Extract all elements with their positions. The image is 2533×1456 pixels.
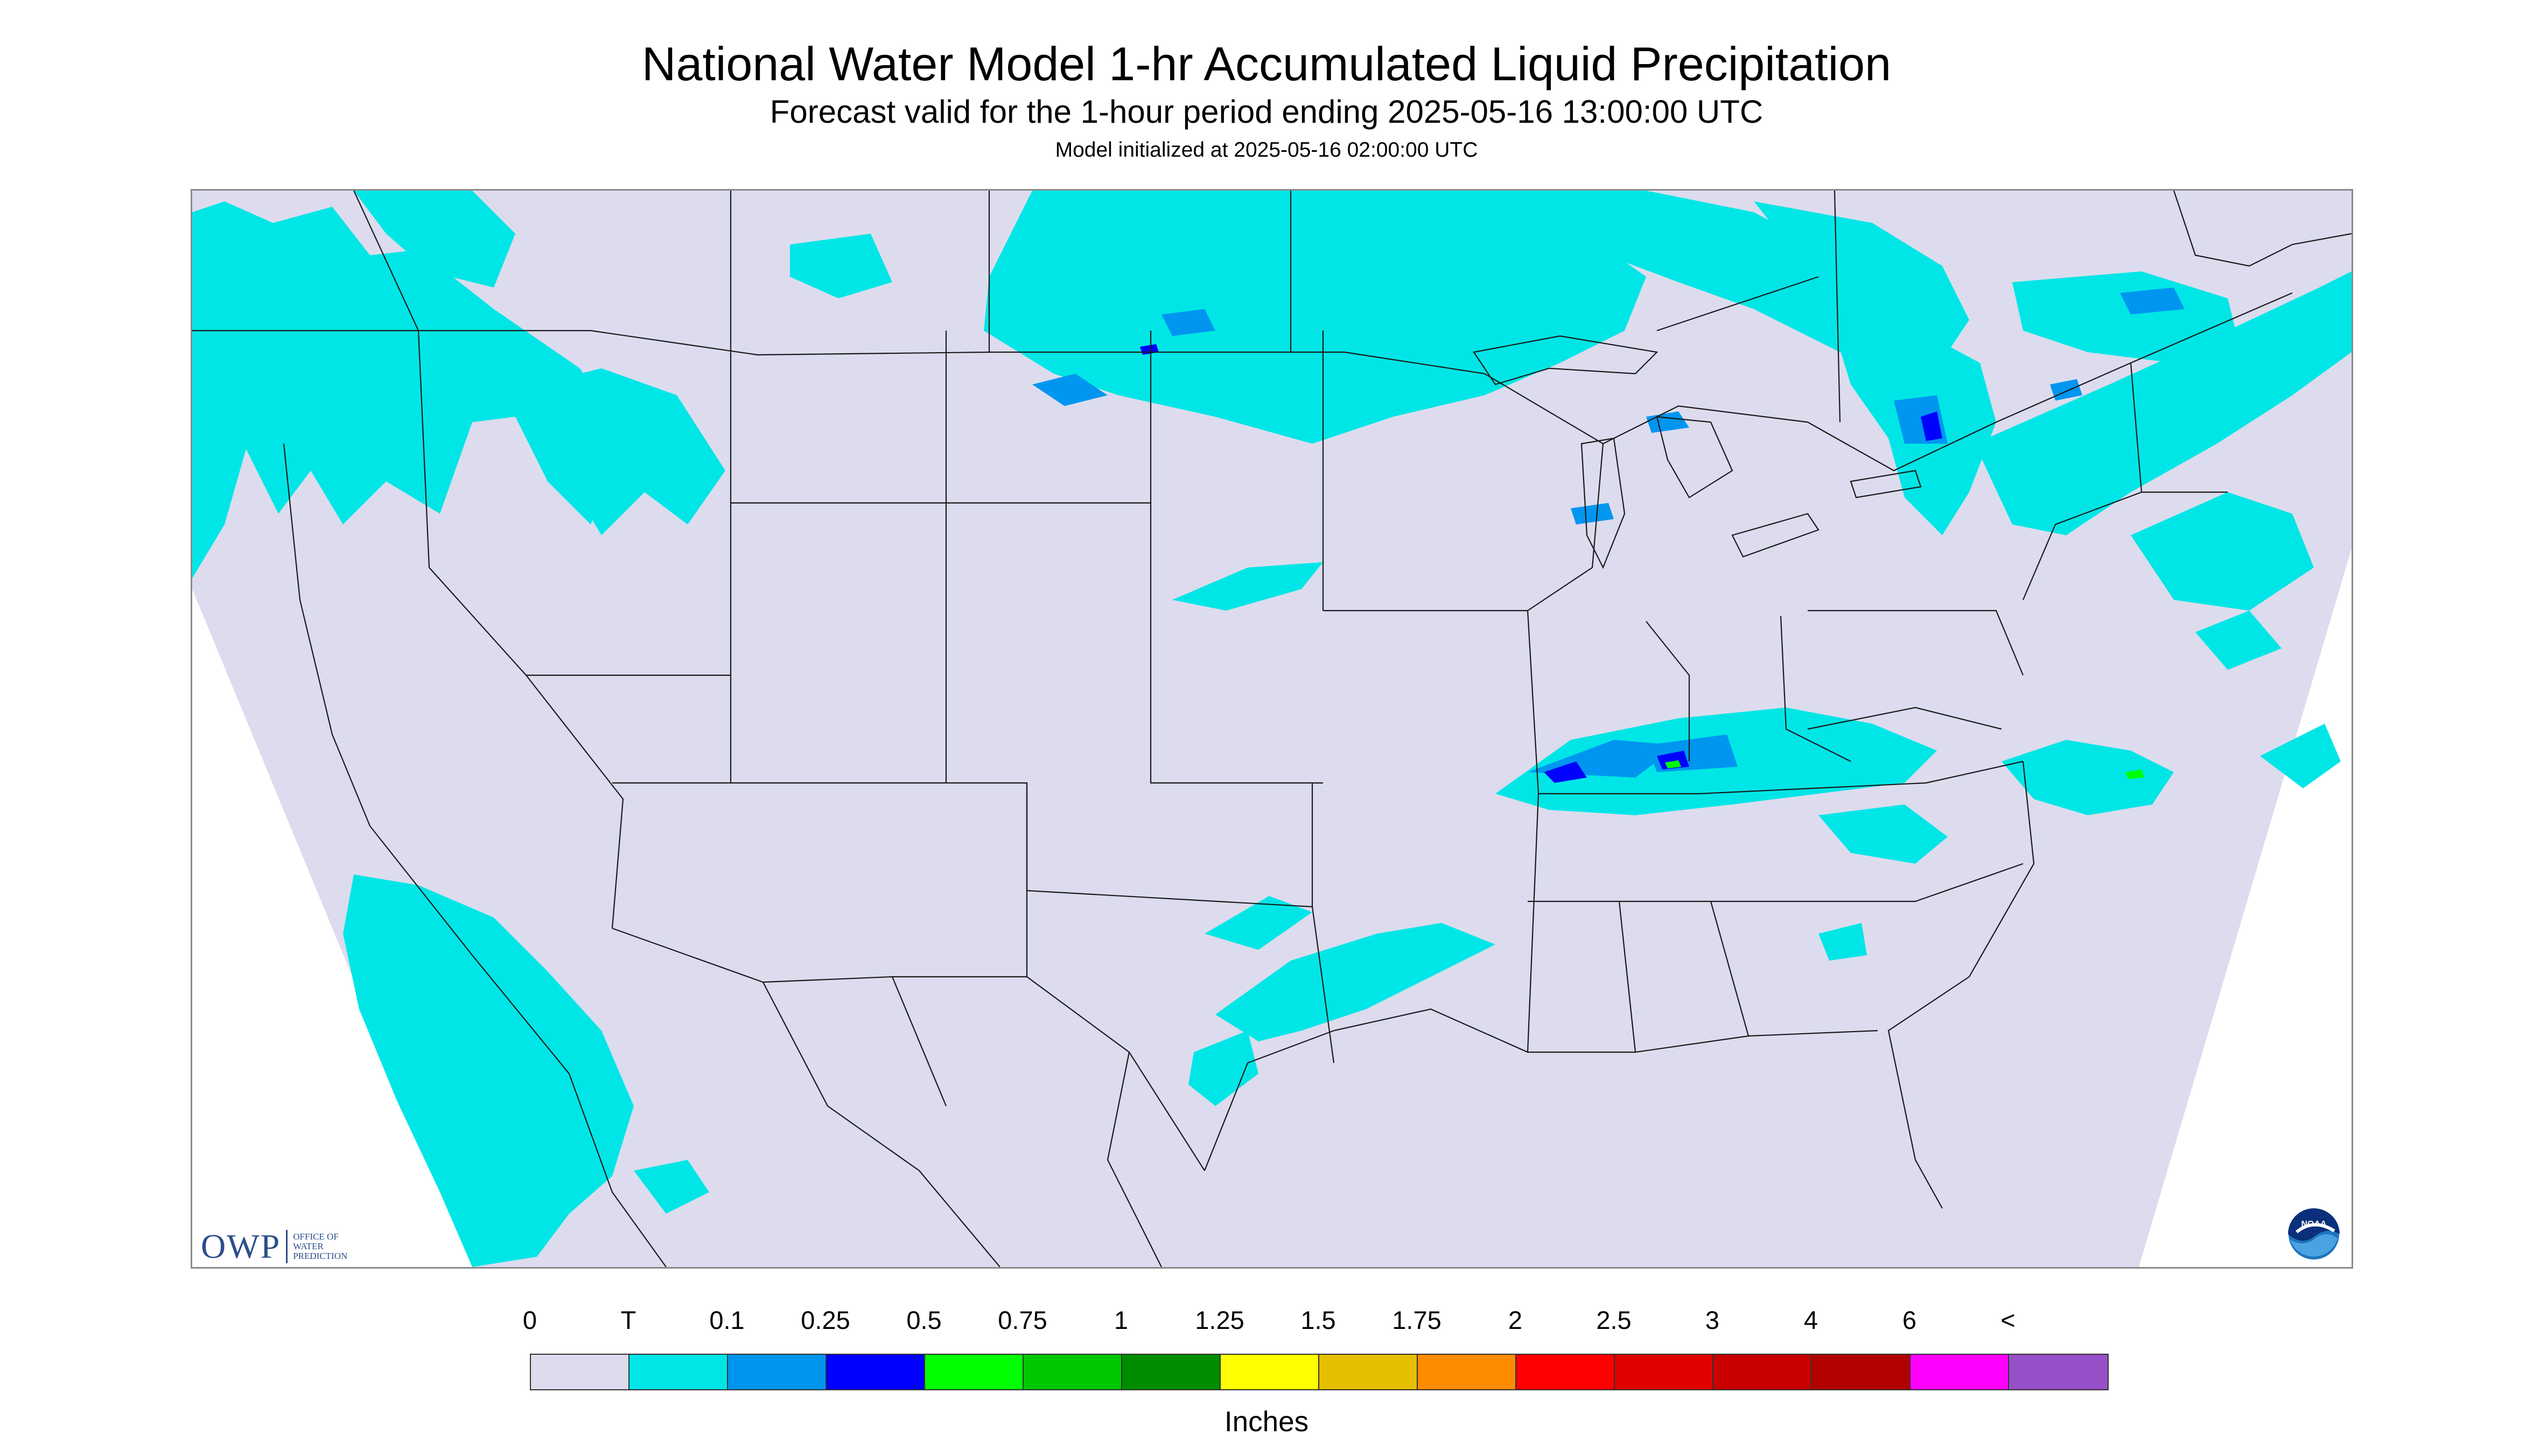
precip-trace-layer [192,191,2352,1267]
legend-swatch [1418,1355,1516,1389]
lake-superior [1473,335,1659,386]
legend-swatch [728,1355,827,1389]
lake-huron [1656,416,1733,499]
legend-label: 2 [1508,1306,1523,1334]
legend-swatch [2009,1355,2108,1389]
gulf-coast [1203,1008,1749,1171]
legend-swatch [1221,1355,1319,1389]
map-title: National Water Model 1-hr Accumulated Li… [641,37,1892,90]
precip-0.25-layer [1140,344,1942,783]
legend-label: 0.75 [998,1306,1047,1334]
precip-area-atlantic [2002,740,2174,815]
owp-logo: OWP OFFICE OF WATER PREDICTION [201,1227,363,1266]
precipitation-map: OWP OFFICE OF WATER PREDICTION NOAA [191,189,2353,1269]
lake-michigan [1580,437,1626,569]
east-coast [1887,761,2035,1209]
legend-swatch [1516,1355,1615,1389]
legend-swatch [1911,1355,2009,1389]
legend-swatch [1713,1355,1812,1389]
svg-text:NOAA: NOAA [2301,1220,2327,1229]
precip-area-pacific-nw [192,201,623,578]
legend-label: 4 [1803,1306,1818,1334]
map-subtitle: Forecast valid for the 1-hour period end… [769,94,1764,130]
map-canvas [192,191,2352,1267]
noaa-logo-icon: NOAA [2287,1208,2340,1261]
legend-swatch [827,1355,925,1389]
legend-swatch [1615,1355,1713,1389]
precip-area-great-lakes-ne [1754,201,1969,368]
legend-swatch [925,1355,1024,1389]
legend-label: < [2000,1306,2016,1334]
legend-label: 1.5 [1300,1306,1336,1334]
precip-0.5-layer [1665,760,2144,779]
lake-ontario [1850,470,1922,499]
precip-area-northern-plains [984,191,1646,444]
owp-logo-divider [286,1230,288,1263]
legend-label: 0.1 [709,1306,745,1334]
legend-label: T [620,1306,636,1334]
legend-label: 2.5 [1596,1306,1632,1334]
legend-swatch [1024,1355,1122,1389]
legend-label: 0 [522,1306,537,1334]
legend-swatch [1812,1355,1911,1389]
lake-erie [1731,513,1820,558]
owp-logo-mark: OWP [201,1227,281,1265]
west-coast [283,443,570,1074]
legend-colorbar [530,1354,2109,1390]
us-mexico-border [612,927,1205,1171]
legend-label: 1.25 [1195,1306,1244,1334]
owp-logo-text: OFFICE OF WATER PREDICTION [293,1231,348,1261]
legend-label: 0.5 [906,1306,942,1334]
legend-swatch [629,1355,728,1389]
precip-area-texas-gulf [1215,923,1495,1041]
model-domain [192,191,2352,1267]
legend-units: Inches [1224,1406,1309,1438]
model-init-time: Model initialized at 2025-05-16 02:00:00… [1055,138,1478,162]
precip-area-baja-pacific [343,874,634,1267]
legend-label: 0.25 [801,1306,850,1334]
legend-swatch [1319,1355,1418,1389]
great-lakes [1473,335,1922,569]
legend-swatch [531,1355,629,1389]
legend-label: 1 [1114,1306,1129,1334]
legend-label: 3 [1705,1306,1720,1334]
legend-swatch [1122,1355,1221,1389]
political-borders [192,191,2352,1267]
legend-label: 1.75 [1392,1306,1442,1334]
legend-label: 6 [1902,1306,1917,1334]
